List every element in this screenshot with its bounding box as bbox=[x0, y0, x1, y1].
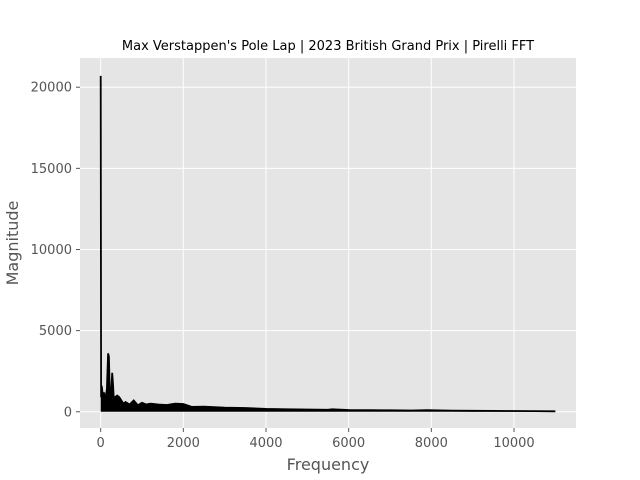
y-tick-label: 0 bbox=[64, 405, 72, 420]
x-axis-ticks: 0 2000 4000 6000 8000 10000 bbox=[97, 428, 535, 451]
x-tick-label: 2000 bbox=[167, 436, 200, 451]
series-line bbox=[99, 75, 556, 413]
y-tick-label: 5000 bbox=[39, 324, 72, 339]
x-tick-label: 0 bbox=[97, 436, 105, 451]
x-tick-label: 10000 bbox=[493, 436, 534, 451]
x-tick-label: 4000 bbox=[249, 436, 282, 451]
y-tick-label: 20000 bbox=[31, 81, 72, 96]
series-group bbox=[99, 75, 556, 413]
y-tick-label: 10000 bbox=[31, 243, 72, 258]
x-tick-label: 6000 bbox=[332, 436, 365, 451]
y-tick-label: 15000 bbox=[31, 162, 72, 177]
plot-area bbox=[80, 58, 576, 428]
y-axis-label: Magnitude bbox=[3, 201, 22, 286]
x-axis-label: Frequency bbox=[287, 455, 370, 474]
x-tick-label: 8000 bbox=[415, 436, 448, 451]
y-axis-ticks: 0 5000 10000 15000 20000 bbox=[31, 81, 80, 420]
chart-title: Max Verstappen's Pole Lap | 2023 British… bbox=[122, 39, 534, 54]
